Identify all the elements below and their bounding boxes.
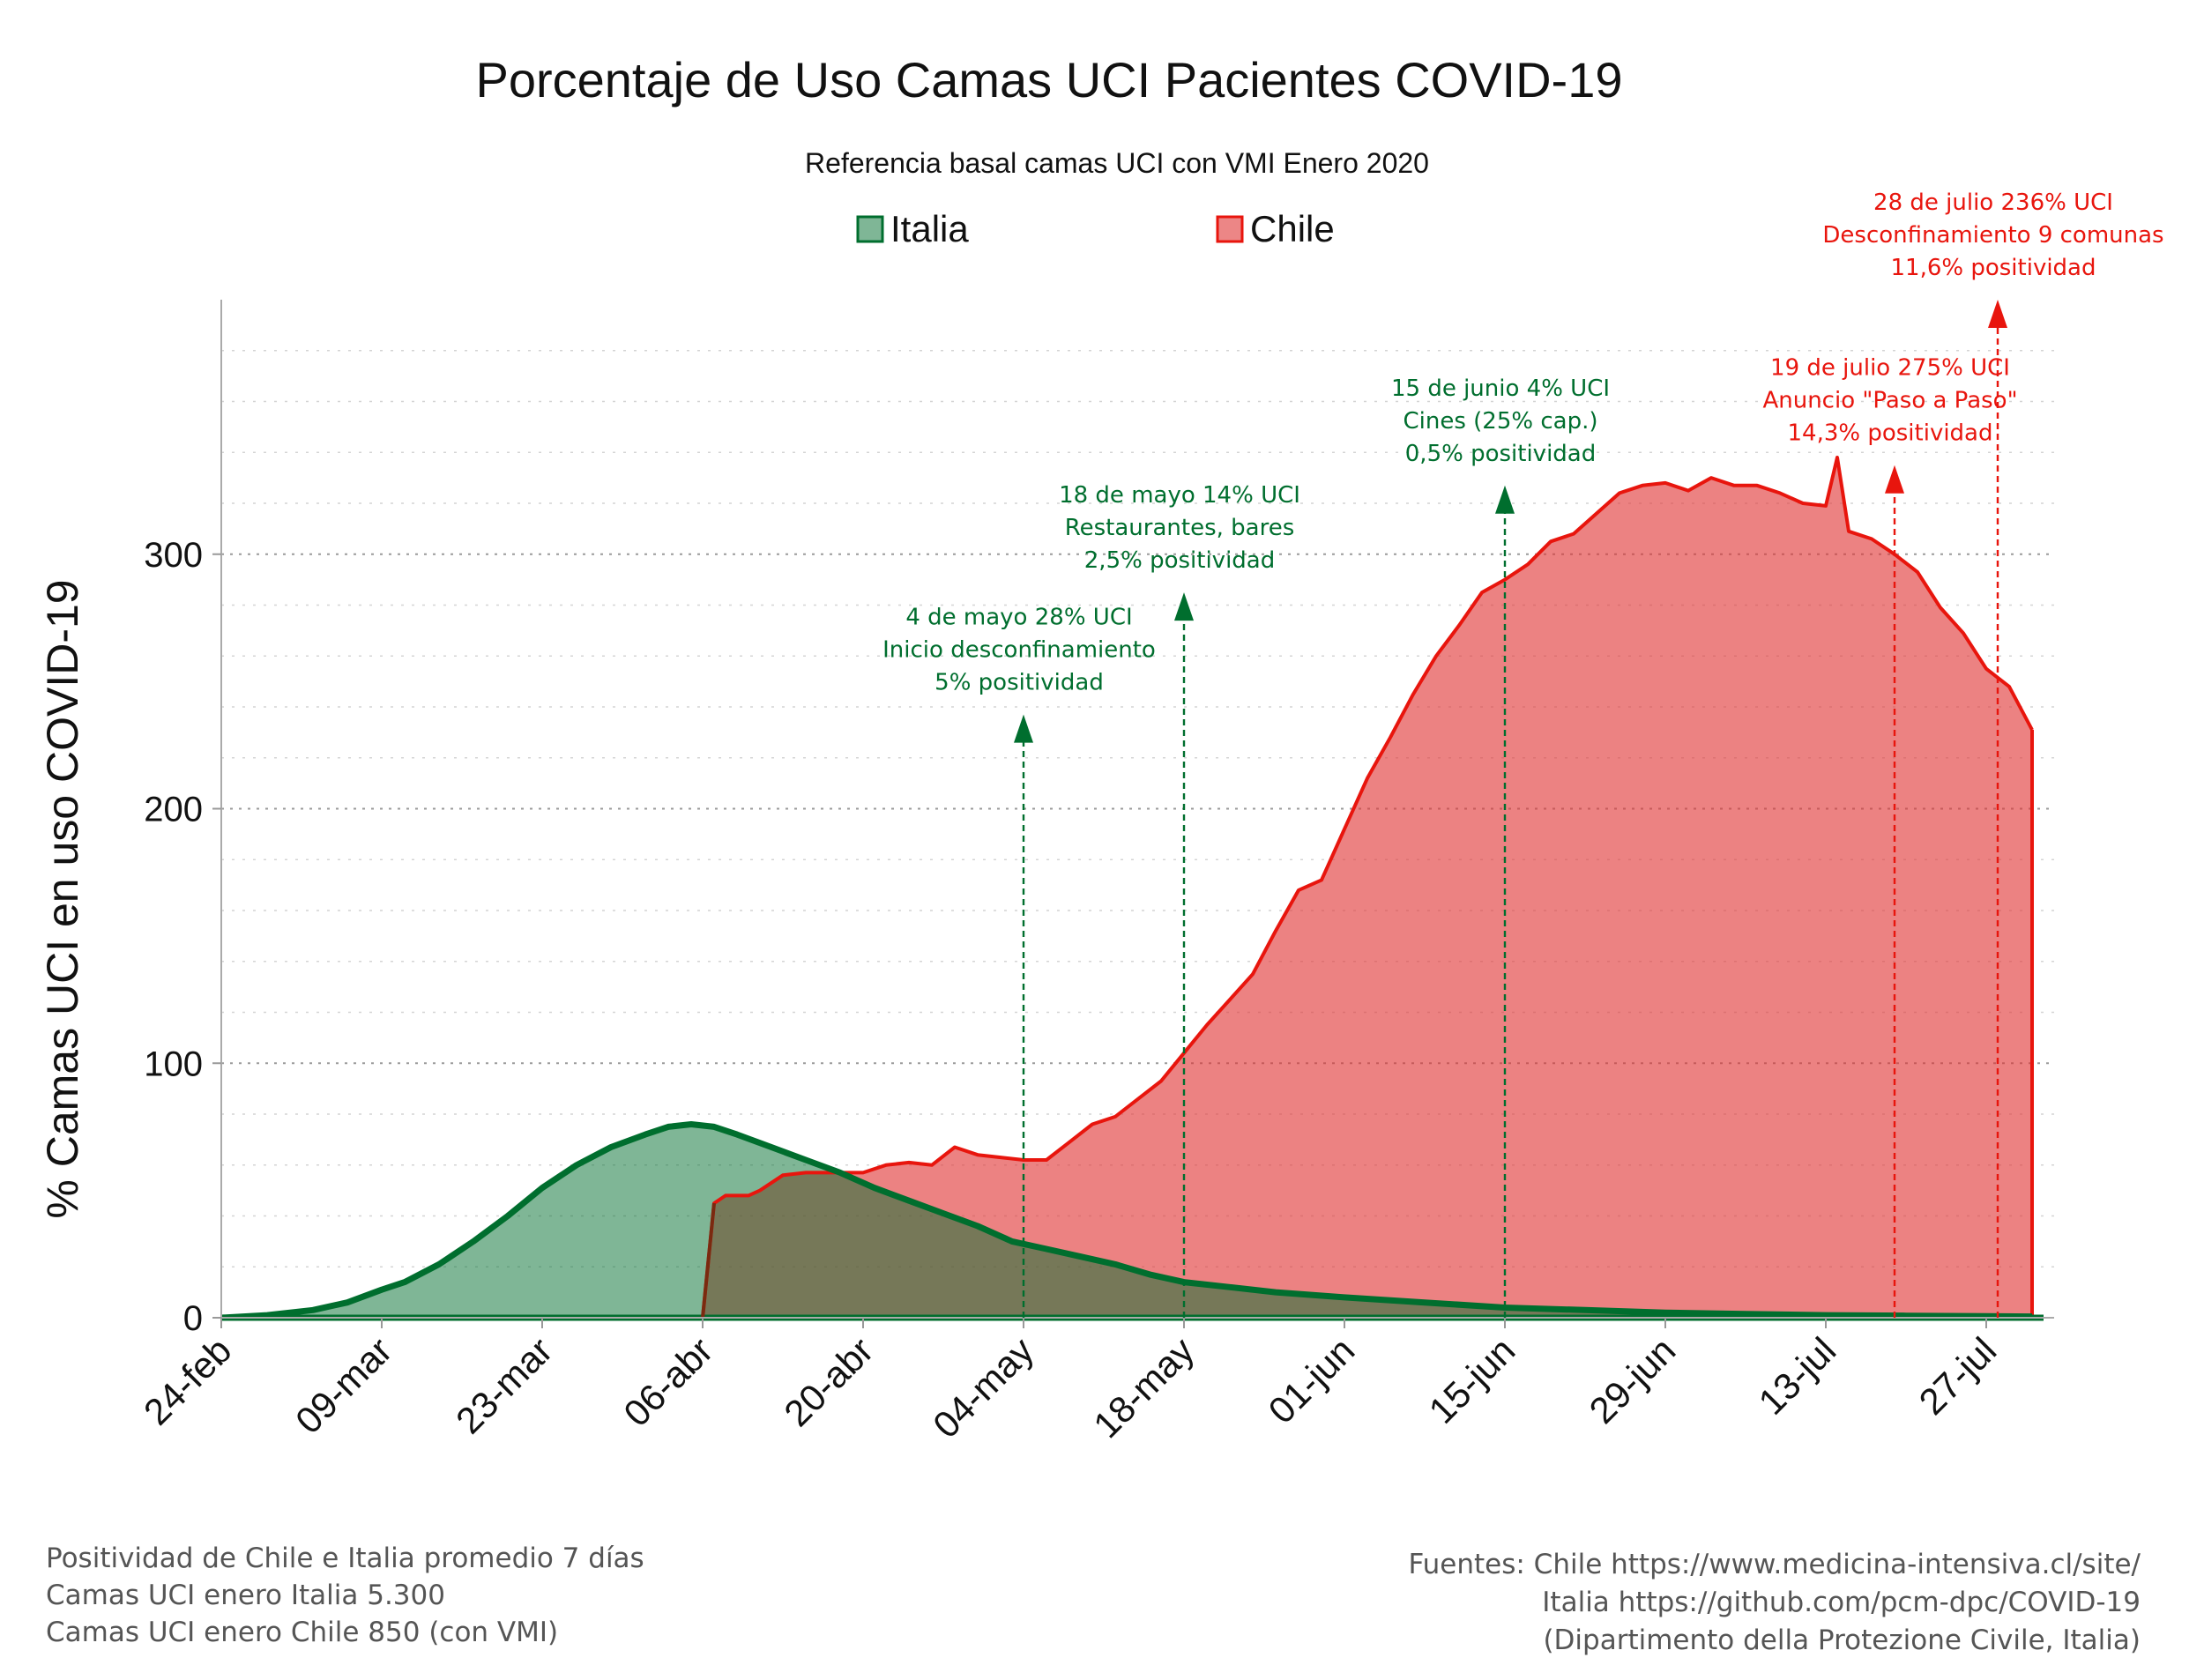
y-tick-label: 300 [144,536,203,575]
y-tick-label: 100 [144,1044,203,1083]
x-tick-label: 04-may [925,1329,1041,1446]
x-tick-label: 06-abr [615,1329,720,1434]
area-chile [221,457,2032,1318]
x-tick-label: 29-jun [1582,1329,1684,1431]
chart-title: Porcentaje de Uso Camas UCI Pacientes CO… [476,52,1623,108]
annotation-text: 19 de julio 275% UCI [1770,355,2010,382]
annotation-arrowhead [1495,485,1515,514]
annotation-text: 15 de junio 4% UCI [1391,375,1610,402]
annotation-text: 0,5% positividad [1405,441,1596,467]
annotation-text: 11,6% positividad [1890,255,2096,281]
x-tick-label: 18-may [1085,1329,1202,1446]
y-axis-label: % Camas UCI en uso COVID-19 [38,579,87,1218]
annotations: 4 de mayo 28% UCI Inicio desconfinamiento… [882,190,2164,1318]
annotation-text: Cines (25% cap.) [1404,408,1598,435]
footnote-right: Fuentes: Chile https://www.medicina-inte… [1409,1549,2141,1656]
footnote-left: Positividad de Chile e Italia promedio 7… [46,1542,644,1648]
legend-label-chile: Chile [1250,208,1335,249]
y-ticks: 0 100 200 300 [144,536,221,1338]
line-chile [221,456,2034,1319]
source-line: (Dipartimento della Protezione Civile, I… [1543,1624,2141,1656]
annotation-arrowhead [1014,714,1033,743]
annotation-text: Inicio desconfinamiento [882,637,1156,664]
line-italia [220,1121,2033,1321]
footnote-line: Camas UCI enero Italia 5.300 [46,1580,445,1611]
chart-subtitle: Referencia basal camas UCI con VMI Enero… [805,147,1429,179]
x-ticks: 24-feb 09-mar 23-mar 06-abr 20-abr 04-may 18-m… [136,1318,2004,1446]
footnote-line: Positividad de Chile e Italia promedio 7… [46,1542,644,1574]
x-tick-label: 13-jul [1750,1329,1843,1423]
legend: Italia Chile [856,208,1335,249]
area-italia [221,1124,2032,1318]
x-tick-label: 23-mar [448,1329,560,1441]
annotation-text: Desconfinamiento 9 comunas [1822,222,2163,249]
x-tick-label: 20-abr [776,1329,881,1434]
annotation-arrowhead [1885,465,1904,494]
x-tick-label: 01-jun [1261,1329,1363,1431]
source-line: Fuentes: Chile https://www.medicina-inte… [1409,1549,2141,1580]
x-tick-label: 15-jun [1421,1329,1523,1431]
annotation-text: 4 de mayo 28% UCI [905,605,1132,631]
y-tick-label: 0 [183,1299,203,1338]
annotation-text: 2,5% positividad [1084,547,1275,574]
x-tick-label: 24-feb [136,1329,239,1432]
x-tick-label: 09-mar [287,1329,399,1441]
annotation-arrowhead [1988,300,2007,328]
source-line: Italia https://github.com/pcm-dpc/COVID-… [1542,1587,2141,1618]
line-chile-rise [701,1202,716,1319]
annotation-text: Anuncio "Paso a Paso" [1762,388,2017,414]
footnote-line: Camas UCI enero Chile 850 (con VMI) [46,1617,558,1648]
annotation-text: 28 de julio 236% UCI [1873,190,2113,216]
legend-swatch-chile [1216,215,1244,243]
y-tick-label: 200 [144,791,203,829]
annotation-arrowhead [1174,592,1194,621]
plot-area [220,456,2044,1321]
annotation-text: 5% positividad [934,670,1104,696]
x-tick-label: 27-jul [1910,1329,2004,1423]
annotation-text: Restaurantes, bares [1065,515,1295,541]
annotation-text: 14,3% positividad [1787,420,1992,447]
legend-swatch-italia [856,215,884,243]
annotation-text: 18 de mayo 14% UCI [1059,482,1300,509]
legend-label-italia: Italia [890,208,969,249]
